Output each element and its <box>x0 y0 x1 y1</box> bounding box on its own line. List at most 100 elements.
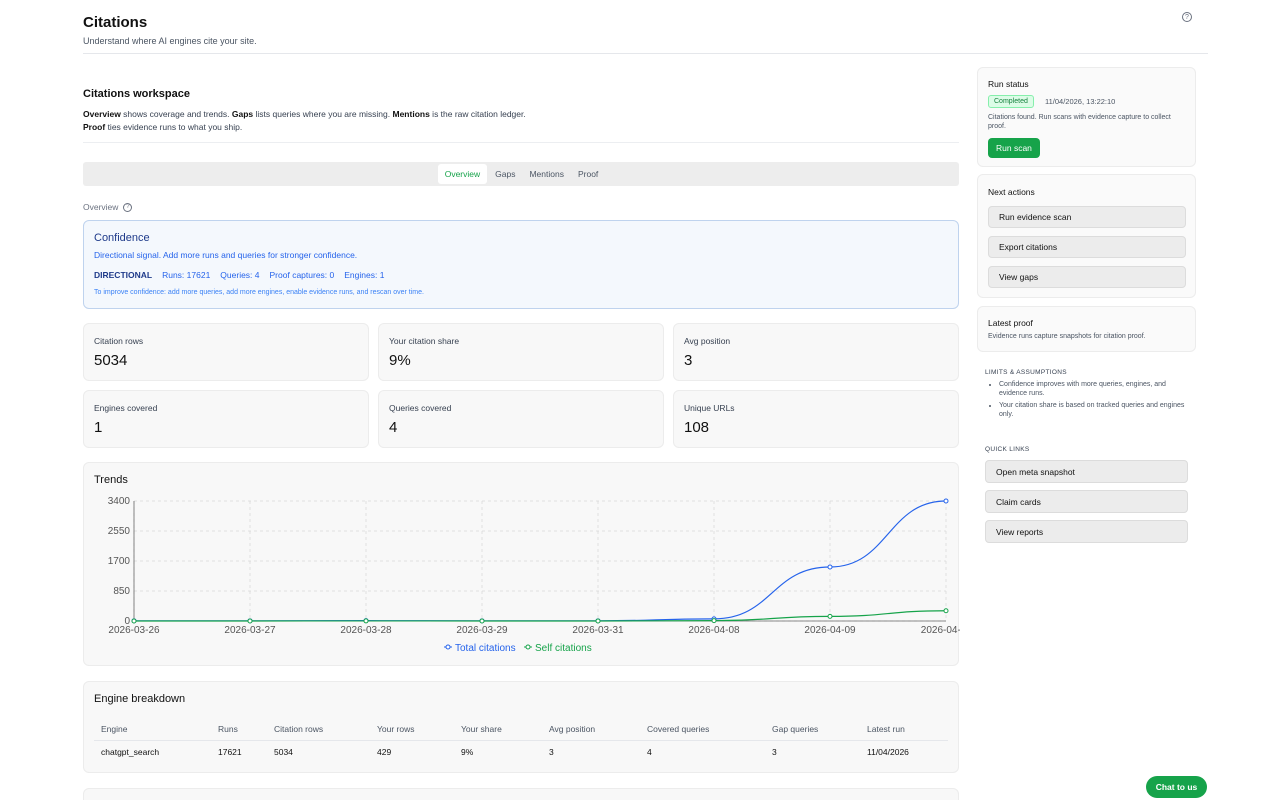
run-evidence-scan-button[interactable]: Run evidence scan <box>988 206 1186 228</box>
data-point <box>131 618 137 624</box>
metrics-grid: Citation rows 5034 Your citation share 9… <box>83 323 959 448</box>
col-covered-queries: Covered queries <box>640 718 765 741</box>
question-circle-icon[interactable]: ? <box>123 202 133 212</box>
engine-breakdown-card: Engine breakdown Engine Runs Citation ro… <box>83 681 959 773</box>
limits-section: LIMITS & ASSUMPTIONS Confidence improves… <box>977 360 1196 430</box>
workspace-title: Citations workspace <box>83 88 190 100</box>
divider <box>83 141 959 143</box>
confidence-stats: DIRECTIONAL Runs: 17621 Queries: 4 Proof… <box>94 270 384 280</box>
desc-proof: Proof <box>83 121 106 132</box>
legend-marker <box>445 644 451 650</box>
metric-avg-position: Avg position 3 <box>673 323 959 381</box>
confidence-title: Confidence <box>94 232 150 244</box>
latest-proof-subtitle: Evidence runs capture snapshots for cita… <box>988 333 1146 340</box>
confidence-hint: To improve confidence: add more queries,… <box>94 289 424 296</box>
status-badge: Completed <box>988 95 1034 108</box>
data-point <box>363 618 369 624</box>
run-status-note: Citations found. Run scans with evidence… <box>988 114 1171 131</box>
metric-label: Avg position <box>684 336 731 346</box>
desc-text: lists queries where you are missing. <box>253 109 393 119</box>
x-tick-label: 2026-04-08 <box>688 625 740 636</box>
tab-proof[interactable]: Proof <box>577 169 599 179</box>
legend-marker <box>525 644 531 650</box>
metric-queries-covered: Queries covered 4 <box>378 390 664 448</box>
series-line-1 <box>134 610 947 622</box>
x-tick-label: 2026-03-31 <box>572 625 624 636</box>
open-meta-snapshot-button[interactable]: Open meta snapshot <box>985 460 1188 483</box>
limits-item: Your citation share is based on tracked … <box>999 401 1191 420</box>
run-scan-button[interactable]: Run scan <box>988 138 1040 158</box>
confidence-engines: Engines: 1 <box>344 270 385 280</box>
claim-cards-button[interactable]: Claim cards <box>985 490 1188 513</box>
tab-overview[interactable]: Overview <box>437 164 488 184</box>
metric-unique-urls: Unique URLs 108 <box>673 390 959 448</box>
cell-engine: chatgpt_search <box>101 747 160 758</box>
run-status-title: Run status <box>988 79 1029 89</box>
limits-title: LIMITS & ASSUMPTIONS <box>985 369 1067 376</box>
question-circle-icon[interactable]: ? <box>1182 12 1192 22</box>
col-gap-queries: Gap queries <box>765 718 860 741</box>
desc-overview: Overview <box>83 109 121 119</box>
cell-avg-position: 3 <box>549 747 554 758</box>
view-reports-button[interactable]: View reports <box>985 520 1188 543</box>
confidence-card: Confidence Directional signal. Add more … <box>83 220 959 309</box>
data-point <box>827 564 833 570</box>
overview-label: Overview ? <box>83 202 133 212</box>
col-runs: Runs <box>211 718 267 741</box>
data-point <box>943 498 949 504</box>
cell-latest-run: 11/04/2026 <box>867 747 909 758</box>
trends-card: Trends 0 850 1700 2550 3400 2026-03-26 2026-03… <box>83 462 960 666</box>
metric-label: Unique URLs <box>684 403 735 413</box>
col-engine: Engine <box>94 718 211 741</box>
export-citations-button[interactable]: Export citations <box>988 236 1186 258</box>
chat-button[interactable]: Chat to us <box>1146 776 1207 798</box>
metric-value: 5034 <box>94 352 128 369</box>
col-latest-run: Latest run <box>860 718 948 741</box>
y-tick-label: 850 <box>113 586 130 597</box>
tab-mentions[interactable]: Mentions <box>529 169 564 179</box>
next-actions-title: Next actions <box>988 187 1035 197</box>
metric-citation-rows: Citation rows 5034 <box>83 323 369 381</box>
cell-runs: 17621 <box>218 747 242 758</box>
page-title: Citations <box>83 14 148 31</box>
col-your-share: Your share <box>454 718 542 741</box>
quick-links-title: QUICK LINKS <box>985 446 1030 453</box>
trends-title: Trends <box>94 474 128 486</box>
data-point <box>479 618 485 624</box>
engine-table: Engine Runs Citation rows Your rows Your… <box>94 718 948 764</box>
page-subtitle: Understand where AI engines cite your si… <box>83 36 257 46</box>
confidence-proof-captures: Proof captures: 0 <box>269 270 335 280</box>
confidence-subtitle: Directional signal. Add more runs and qu… <box>94 250 358 260</box>
col-avg-position: Avg position <box>542 718 640 741</box>
x-tick-label: 2026-03-27 <box>224 625 276 636</box>
y-tick-label: 2550 <box>108 526 131 537</box>
metric-value: 3 <box>684 352 693 369</box>
data-point <box>827 613 833 619</box>
x-tick-label: 2026-04-11 <box>921 625 960 636</box>
x-tick-label: 2026-03-28 <box>340 625 392 636</box>
quick-links-section: QUICK LINKS Open meta snapshot Claim car… <box>977 437 1196 549</box>
view-gaps-button[interactable]: View gaps <box>988 266 1186 288</box>
latest-proof-card: Latest proof Evidence runs capture snaps… <box>977 306 1196 352</box>
metric-label: Citation rows <box>94 336 144 346</box>
engine-breakdown-title: Engine breakdown <box>94 693 186 705</box>
next-section-card <box>83 788 959 800</box>
latest-proof-title: Latest proof <box>988 318 1033 328</box>
confidence-queries: Queries: 4 <box>220 270 260 280</box>
limits-item: Confidence improves with more queries, e… <box>999 380 1191 399</box>
next-actions-card: Next actions Run evidence scan Export ci… <box>977 174 1196 298</box>
overview-label-text: Overview <box>83 202 119 212</box>
col-citation-rows: Citation rows <box>267 718 370 741</box>
y-tick-label: 3400 <box>108 496 131 507</box>
cell-gap-queries: 3 <box>772 747 777 758</box>
limits-list: Confidence improves with more queries, e… <box>991 380 1191 422</box>
metric-value: 108 <box>684 419 710 436</box>
metric-label: Your citation share <box>389 336 460 346</box>
workspace-tabs: Overview Gaps Mentions Proof <box>83 162 959 186</box>
tab-gaps[interactable]: Gaps <box>495 169 516 179</box>
data-point <box>595 618 601 624</box>
legend-label: Total citations <box>455 643 516 654</box>
data-point <box>711 618 717 624</box>
desc-mentions: Mentions <box>392 109 430 119</box>
table-row[interactable]: chatgpt_search 17621 5034 429 9% 3 4 3 1… <box>94 740 948 764</box>
